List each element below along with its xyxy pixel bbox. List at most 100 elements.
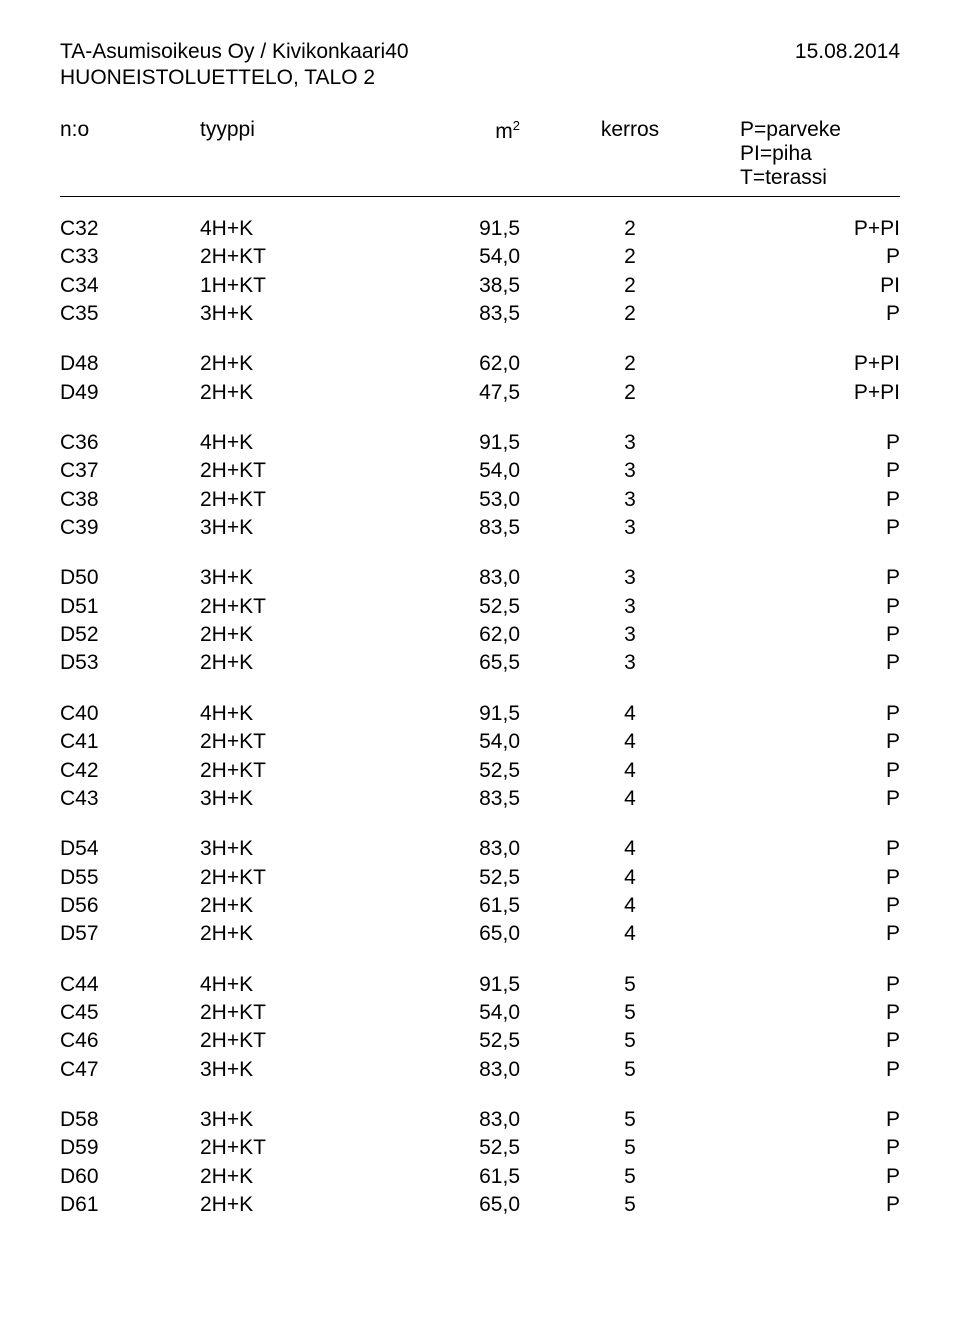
cell-m2: 65,5 [400,649,580,677]
cell-no: C33 [60,243,200,271]
cell-floor: 5 [580,1163,680,1191]
table-group: D583H+K83,05PD592H+KT52,55PD602H+K61,55P… [60,1106,900,1219]
cell-floor: 2 [580,300,680,328]
cell-m2: 83,0 [400,564,580,592]
cell-m2: 38,5 [400,272,580,300]
table-header: n:o tyyppi m2 kerros P=parveke PI=piha T… [60,118,900,197]
header-date: 15.08.2014 [795,40,900,64]
cell-last: P [680,1106,900,1134]
cell-floor: 3 [580,593,680,621]
cell-type: 2H+K [200,621,400,649]
cell-no: C47 [60,1056,200,1084]
cell-floor: 5 [580,1056,680,1084]
cell-type: 4H+K [200,215,400,243]
table-row: D612H+K65,05P [60,1191,900,1219]
table-row: C324H+K91,52P+PI [60,215,900,243]
cell-no: C43 [60,785,200,813]
last-line-1: PI=piha [740,142,900,166]
cell-last: P [680,1027,900,1055]
cell-floor: 4 [580,864,680,892]
table-row: C353H+K83,52P [60,300,900,328]
cell-no: C38 [60,486,200,514]
table-group: C364H+K91,53PC372H+KT54,03PC382H+KT53,03… [60,429,900,542]
cell-last: P [680,971,900,999]
table-group: D482H+K62,02P+PID492H+K47,52P+PI [60,350,900,407]
cell-last: P [680,1163,900,1191]
cell-last: P [680,621,900,649]
table-body: C324H+K91,52P+PIC332H+KT54,02PC341H+KT38… [60,215,900,1219]
cell-floor: 3 [580,514,680,542]
table-row: C412H+KT54,04P [60,728,900,756]
cell-type: 3H+K [200,1106,400,1134]
cell-floor: 4 [580,892,680,920]
cell-m2: 91,5 [400,700,580,728]
table-row: C364H+K91,53P [60,429,900,457]
cell-m2: 61,5 [400,1163,580,1191]
cell-floor: 4 [580,757,680,785]
cell-m2: 52,5 [400,1134,580,1162]
cell-type: 2H+KT [200,757,400,785]
cell-last: P [680,864,900,892]
cell-m2: 91,5 [400,429,580,457]
cell-no: D57 [60,920,200,948]
cell-m2: 54,0 [400,728,580,756]
cell-last: P [680,892,900,920]
cell-type: 3H+K [200,300,400,328]
table-row: C404H+K91,54P [60,700,900,728]
m2-base: m [495,120,513,143]
table-row: D503H+K83,03P [60,564,900,592]
cell-last: P [680,785,900,813]
cell-last: P [680,457,900,485]
cell-last: P [680,1134,900,1162]
cell-type: 2H+K [200,649,400,677]
cell-no: D50 [60,564,200,592]
cell-floor: 3 [580,564,680,592]
cell-last: P [680,999,900,1027]
cell-type: 2H+K [200,1191,400,1219]
cell-type: 4H+K [200,971,400,999]
cell-m2: 53,0 [400,486,580,514]
table-row: C452H+KT54,05P [60,999,900,1027]
cell-no: D54 [60,835,200,863]
cell-floor: 3 [580,621,680,649]
table-row: C473H+K83,05P [60,1056,900,1084]
cell-floor: 4 [580,728,680,756]
table-row: C444H+K91,55P [60,971,900,999]
cell-no: D49 [60,379,200,407]
cell-floor: 2 [580,350,680,378]
cell-type: 1H+KT [200,272,400,300]
table-group: C444H+K91,55PC452H+KT54,05PC462H+KT52,55… [60,971,900,1084]
cell-no: C37 [60,457,200,485]
cell-last: P [680,757,900,785]
cell-no: D59 [60,1134,200,1162]
col-header-m2: m2 [400,118,580,144]
cell-last: P+PI [680,350,900,378]
cell-last: P [680,649,900,677]
table-row: D522H+K62,03P [60,621,900,649]
col-header-no: n:o [60,118,200,142]
cell-m2: 52,5 [400,864,580,892]
cell-floor: 5 [580,971,680,999]
cell-no: C41 [60,728,200,756]
cell-m2: 47,5 [400,379,580,407]
table-row: C372H+KT54,03P [60,457,900,485]
cell-m2: 91,5 [400,215,580,243]
cell-m2: 91,5 [400,971,580,999]
cell-m2: 83,0 [400,1106,580,1134]
table-row: D543H+K83,04P [60,835,900,863]
cell-no: C39 [60,514,200,542]
table-group: C404H+K91,54PC412H+KT54,04PC422H+KT52,54… [60,700,900,813]
cell-no: C34 [60,272,200,300]
table-row: D572H+K65,04P [60,920,900,948]
cell-no: C46 [60,1027,200,1055]
cell-type: 2H+KT [200,999,400,1027]
cell-m2: 54,0 [400,999,580,1027]
cell-last: P [680,486,900,514]
table-row: C341H+KT38,52PI [60,272,900,300]
cell-floor: 3 [580,649,680,677]
table-row: D512H+KT52,53P [60,593,900,621]
cell-last: P [680,920,900,948]
cell-type: 2H+KT [200,864,400,892]
col-header-last: P=parveke PI=piha T=terassi [680,118,900,190]
cell-no: D61 [60,1191,200,1219]
